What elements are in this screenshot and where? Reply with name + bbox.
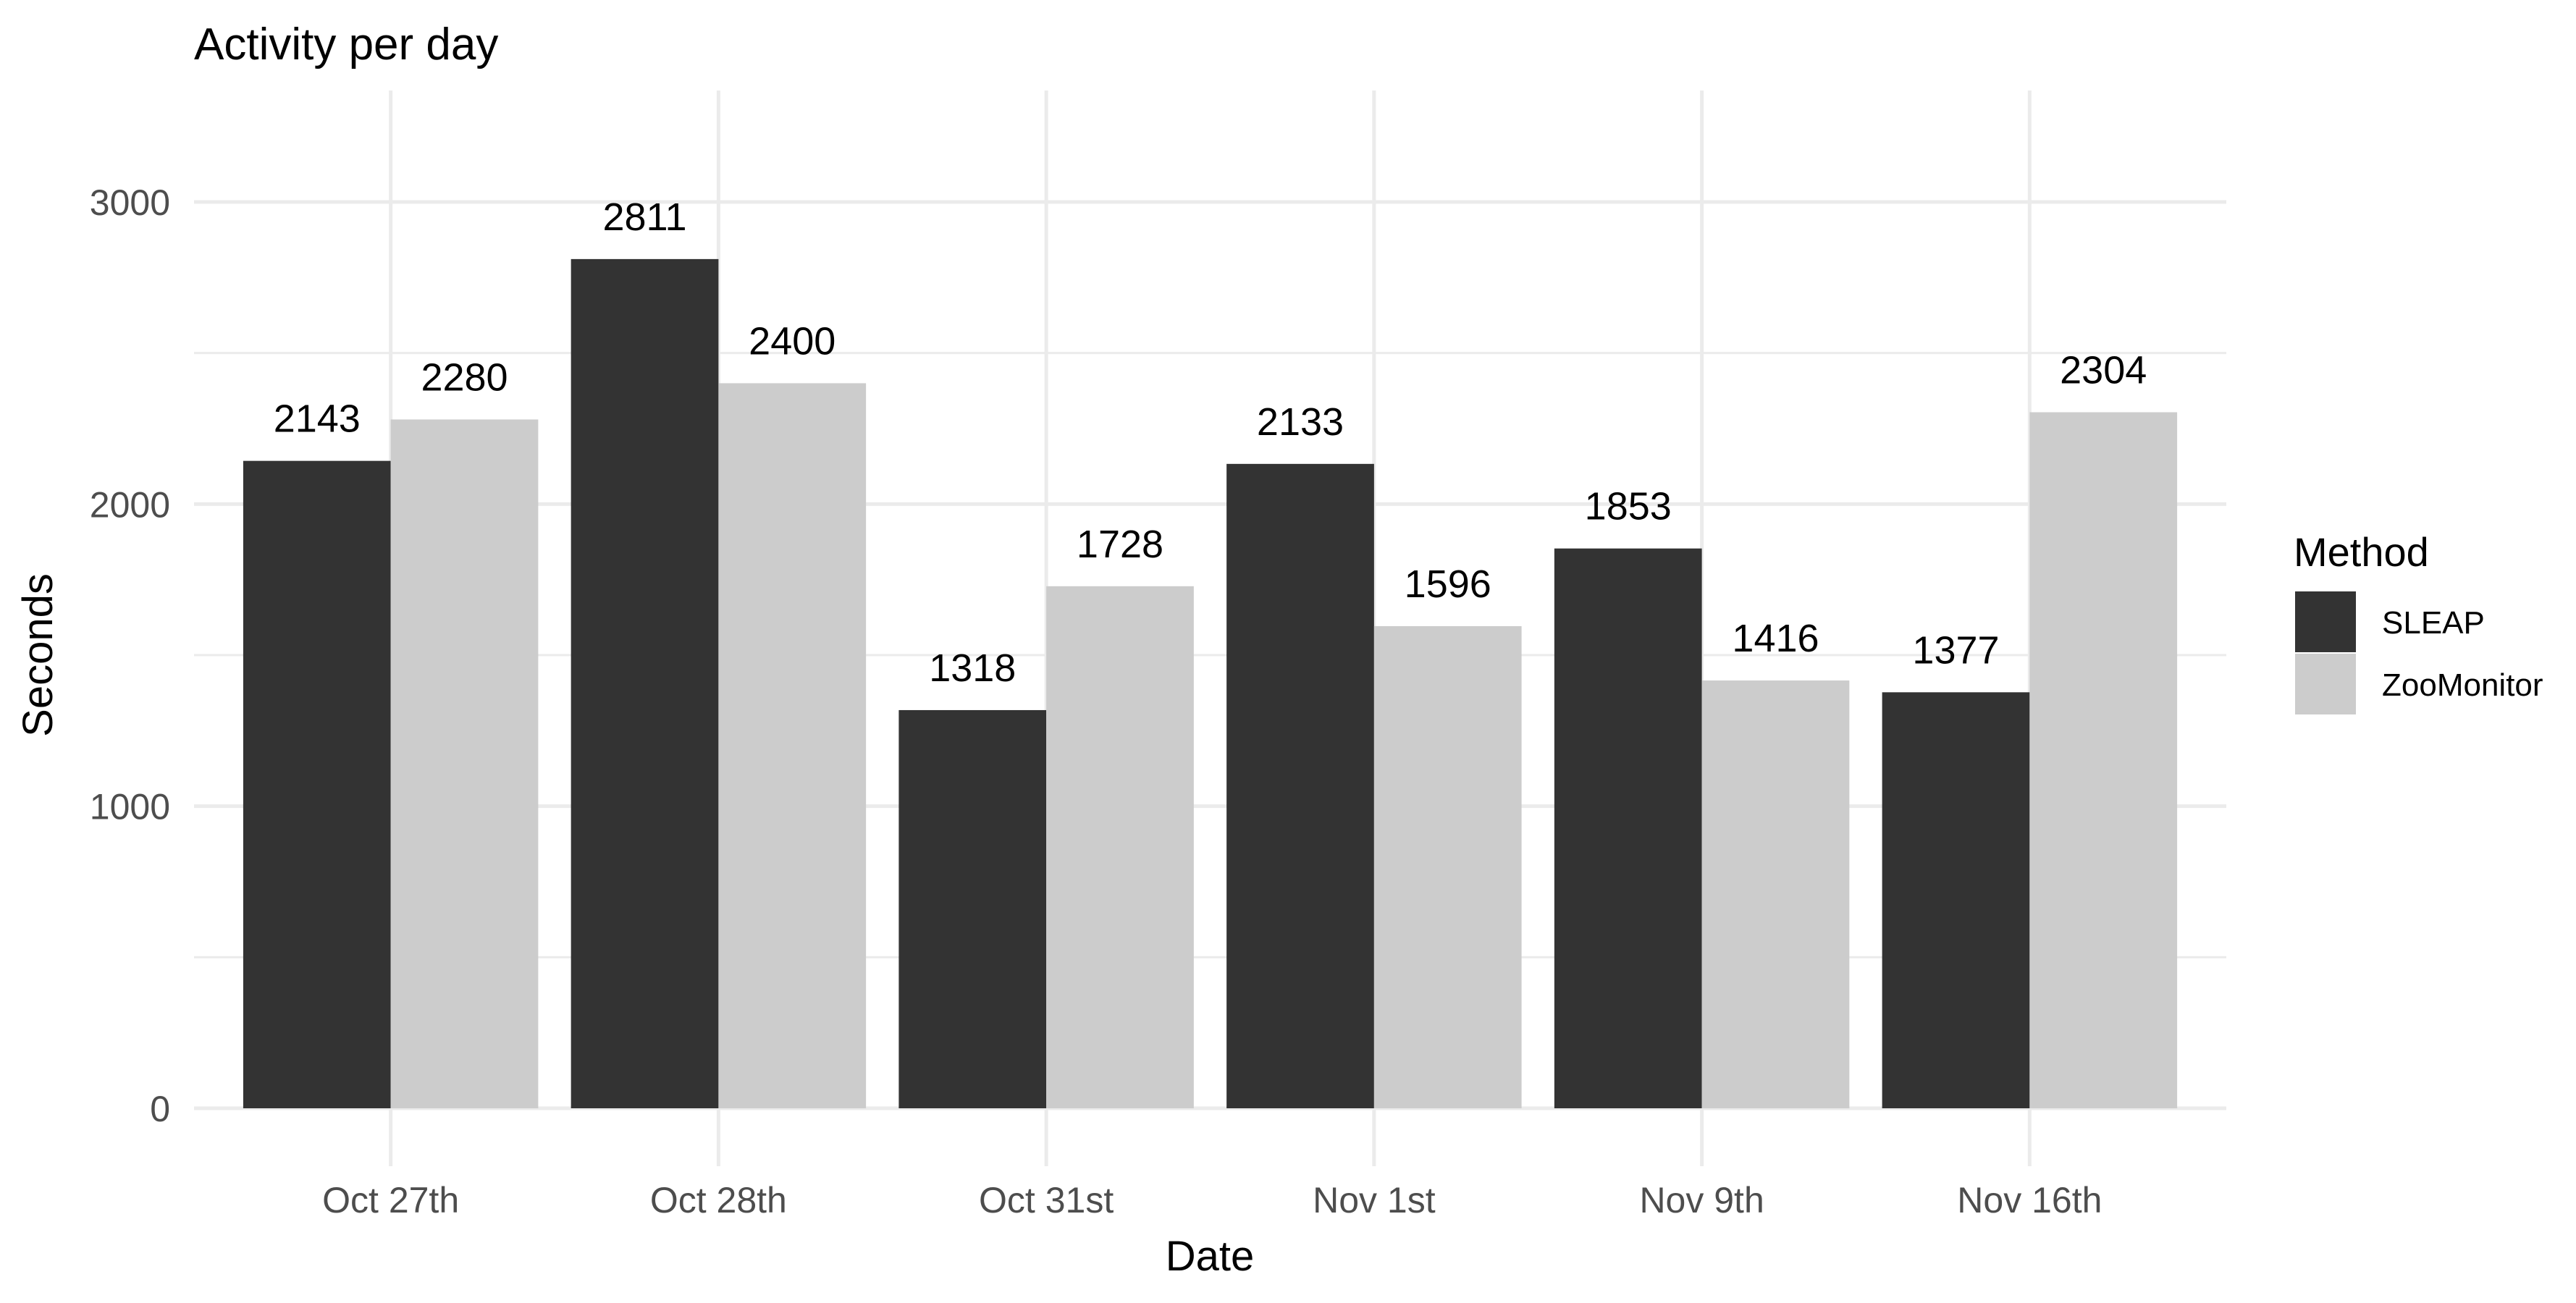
y-tick-label: 1000 [90,787,170,827]
bar-zoomonitor [2029,412,2178,1108]
bar-sleap [1226,463,1374,1108]
data-label: 1416 [1732,617,1819,660]
bar-sleap [243,460,391,1108]
legend-title: Method [2294,529,2429,575]
bar-sleap [898,709,1047,1108]
y-tick-label: 3000 [90,182,170,223]
data-label: 1596 [1405,562,1491,606]
legend-label: SLEAP [2382,605,2485,641]
legend-label: ZooMonitor [2382,667,2543,703]
x-tick-label: Nov 16th [1957,1180,2102,1220]
x-tick-label: Nov 1st [1313,1180,1436,1220]
y-tick-label: 0 [150,1089,170,1129]
legend: Method SLEAP ZooMonitor [2294,529,2543,714]
data-label: 2143 [274,397,361,441]
x-tick-label: Oct 28th [650,1180,787,1220]
bar-zoomonitor [390,419,539,1108]
y-axis-ticks: 0 1000 2000 3000 [90,182,170,1129]
data-label: 1318 [929,646,1016,690]
data-label: 2304 [2060,348,2147,392]
data-label: 1377 [1912,628,1999,672]
x-tick-label: Oct 31st [979,1180,1114,1220]
data-label: 2811 [602,195,686,239]
bar-zoomonitor [1373,625,1522,1108]
legend-key-zoomonitor [2295,654,2356,714]
y-axis-title: Seconds [14,573,62,737]
legend-key-sleap [2295,591,2356,652]
chart-title: Activity per day [194,20,498,69]
bar-zoomonitor [1046,586,1194,1108]
bar-zoomonitor [1701,680,1850,1108]
x-tick-label: Nov 9th [1639,1180,1764,1220]
bar-sleap [571,258,719,1109]
data-label: 1728 [1077,523,1163,566]
bar-sleap [1882,692,2030,1108]
data-label: 2280 [421,355,508,399]
data-label: 1853 [1585,485,1672,528]
y-tick-label: 2000 [90,484,170,525]
x-axis-ticks: Oct 27th Oct 28th Oct 31st Nov 1st Nov 9th No… [322,1180,2102,1220]
data-labels: 2143 2811 1318 2133 1853 1377 2280 2400 1728 1596… [274,195,2147,690]
bar-zoomonitor [718,383,867,1108]
data-label: 2400 [749,319,835,363]
data-label: 2133 [1257,400,1344,444]
x-tick-label: Oct 27th [322,1180,459,1220]
x-axis-title: Date [1166,1233,1255,1280]
bar-sleap [1554,548,1702,1108]
bars [243,258,2178,1109]
